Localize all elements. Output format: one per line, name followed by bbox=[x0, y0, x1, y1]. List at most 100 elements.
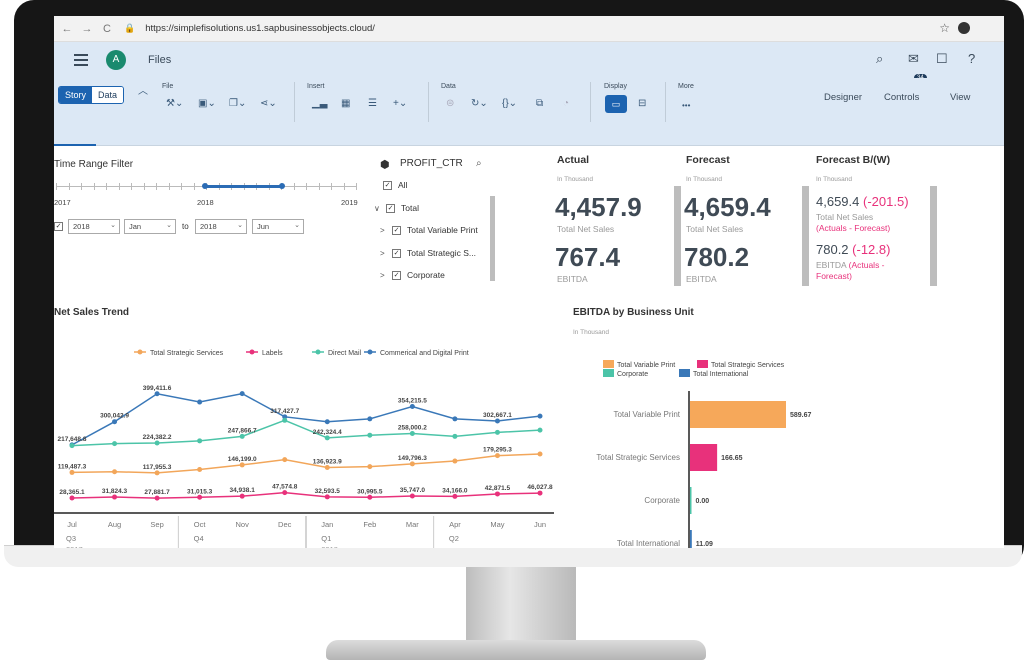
tree-item[interactable]: > ✓ Corporate bbox=[380, 270, 445, 281]
add-icon[interactable]: +⌄ bbox=[393, 98, 408, 109]
data-button[interactable]: Data bbox=[92, 87, 124, 103]
history-icon[interactable]: ◔ bbox=[563, 98, 570, 109]
tree-item[interactable]: > ✓ Total Strategic S... bbox=[380, 248, 476, 258]
to-month-select[interactable]: Jun ⌄ bbox=[252, 219, 304, 234]
bar bbox=[690, 530, 692, 548]
data-source-icon[interactable]: ⊜ bbox=[446, 98, 455, 109]
tree-checkbox[interactable]: ✓ bbox=[392, 226, 401, 236]
refresh-icon[interactable]: ↻⌄ bbox=[471, 98, 488, 109]
kpi-divider bbox=[674, 186, 681, 286]
back-icon[interactable]: ← bbox=[61, 22, 73, 35]
kpi-divider bbox=[930, 186, 937, 286]
kpi-ebitda-label-text: EBITDA bbox=[816, 260, 847, 270]
search-icon[interactable]: ⌕ bbox=[876, 51, 884, 66]
data-label: 179,295.3 bbox=[483, 447, 512, 454]
hamburger-menu-icon[interactable] bbox=[74, 54, 88, 66]
notification-icon[interactable]: ✉ bbox=[908, 51, 919, 66]
controls-button[interactable]: Controls bbox=[884, 92, 920, 103]
search-icon[interactable]: ⌕ bbox=[476, 158, 482, 169]
data-point bbox=[409, 493, 415, 499]
bookmark-star-icon[interactable]: ☆ bbox=[939, 21, 950, 35]
chevron-right-icon[interactable]: > bbox=[380, 271, 385, 280]
toolbar-separator bbox=[428, 82, 429, 122]
linked-analysis-icon[interactable]: ⧉ bbox=[536, 98, 544, 109]
legend-item: Direct Mail bbox=[312, 349, 362, 357]
tree-item[interactable]: ∨ ✓ Total bbox=[374, 203, 419, 213]
forward-icon[interactable]: → bbox=[81, 22, 93, 35]
tree-item[interactable]: > ✓ Total Variable Print bbox=[380, 225, 478, 236]
more-icon[interactable]: ••• bbox=[682, 101, 691, 110]
data-point bbox=[154, 391, 160, 397]
data-point bbox=[197, 399, 203, 405]
bar bbox=[690, 401, 786, 428]
share-icon[interactable]: ⋖⌄ bbox=[260, 98, 277, 109]
view-button[interactable]: View bbox=[950, 92, 971, 103]
account-icon[interactable] bbox=[958, 22, 970, 34]
data-point bbox=[409, 403, 415, 409]
slider-year-label: 2018 bbox=[197, 198, 214, 207]
data-point bbox=[367, 432, 373, 438]
time-slider-range[interactable] bbox=[205, 185, 282, 188]
ebitda-chart-title: EBITDA by Business Unit bbox=[573, 307, 694, 318]
data-label: 242,324.4 bbox=[313, 429, 342, 436]
year-label: 2018 bbox=[321, 545, 338, 548]
toolbar-group-file: File bbox=[162, 83, 174, 90]
data-label: 42,871.5 bbox=[485, 485, 511, 492]
collapse-toolbar-icon[interactable]: ︿ bbox=[138, 86, 148, 97]
shell-bar: A Files ⌕ ✉ ☐ ? bbox=[54, 42, 1004, 78]
designer-button[interactable]: Designer bbox=[824, 92, 863, 103]
tree-item-label: Total Variable Print bbox=[407, 225, 478, 235]
chat-icon[interactable]: ☐ bbox=[936, 51, 948, 66]
bar-value-label: 166.65 bbox=[721, 455, 743, 462]
story-button[interactable]: Story bbox=[59, 87, 93, 103]
ebitda-unit-label: In Thousand bbox=[573, 329, 610, 336]
active-tab-indicator bbox=[54, 144, 96, 146]
legend-item: Total Strategic Services bbox=[697, 360, 785, 369]
chevron-right-icon[interactable]: > bbox=[380, 248, 385, 258]
formula-icon[interactable]: {}⌄ bbox=[502, 98, 518, 109]
data-point bbox=[112, 441, 118, 447]
copy-icon[interactable]: ❐⌄ bbox=[229, 98, 247, 109]
to-year-select[interactable]: 2018 ⌄ bbox=[195, 219, 247, 234]
from-month-select[interactable]: Jan ⌄ bbox=[124, 219, 176, 234]
data-point bbox=[112, 469, 118, 475]
tree-checkbox[interactable]: ✓ bbox=[392, 248, 401, 258]
x-tick-label: Jul bbox=[67, 520, 77, 529]
tools-icon[interactable]: ⚒⌄ bbox=[166, 98, 184, 109]
chart-icon[interactable]: ▁▃ bbox=[312, 98, 328, 109]
data-label: 217,648.8 bbox=[58, 436, 87, 443]
input-control-icon[interactable]: ☰ bbox=[368, 98, 377, 109]
comment-mode-icon[interactable]: ▭ bbox=[605, 95, 627, 113]
table-icon[interactable]: ▦ bbox=[341, 98, 351, 109]
avatar[interactable]: A bbox=[106, 50, 126, 70]
story-data-toggle: Story Data bbox=[58, 86, 125, 104]
tree-checkbox[interactable]: ✓ bbox=[386, 203, 395, 213]
from-year-select[interactable]: 2018 ⌄ bbox=[68, 219, 120, 234]
address-bar[interactable]: https://simplefisolutions.us1.sapbusines… bbox=[145, 23, 375, 34]
time-slider-start-handle[interactable] bbox=[202, 183, 208, 189]
slider-tick bbox=[168, 183, 170, 190]
reload-icon[interactable]: C bbox=[103, 22, 111, 35]
kpi-net-sales-label: Total Net Sales bbox=[557, 224, 615, 234]
data-point bbox=[494, 453, 500, 459]
help-icon[interactable]: ? bbox=[968, 51, 976, 66]
filter-checkbox[interactable]: ✓ bbox=[54, 222, 63, 231]
bar bbox=[690, 444, 718, 471]
chevron-right-icon[interactable]: > bbox=[380, 226, 385, 235]
panel-icon[interactable]: ⊟ bbox=[638, 98, 647, 109]
data-point bbox=[452, 458, 458, 464]
tree-scrollbar[interactable] bbox=[490, 196, 495, 281]
data-point bbox=[112, 494, 118, 500]
tree-item[interactable]: ✓ All bbox=[383, 180, 407, 191]
data-point bbox=[537, 413, 543, 419]
tree-checkbox[interactable]: ✓ bbox=[383, 181, 392, 191]
chevron-down-icon[interactable]: ∨ bbox=[374, 203, 380, 213]
time-slider-end-handle[interactable] bbox=[279, 183, 285, 189]
data-point bbox=[494, 429, 500, 435]
data-point bbox=[69, 443, 75, 449]
legend-swatch-dot bbox=[137, 349, 143, 355]
tree-checkbox[interactable]: ✓ bbox=[392, 271, 401, 281]
legend-label: Total Strategic Services bbox=[711, 362, 785, 369]
save-icon[interactable]: ▣⌄ bbox=[198, 98, 216, 109]
slider-tick bbox=[68, 183, 70, 190]
